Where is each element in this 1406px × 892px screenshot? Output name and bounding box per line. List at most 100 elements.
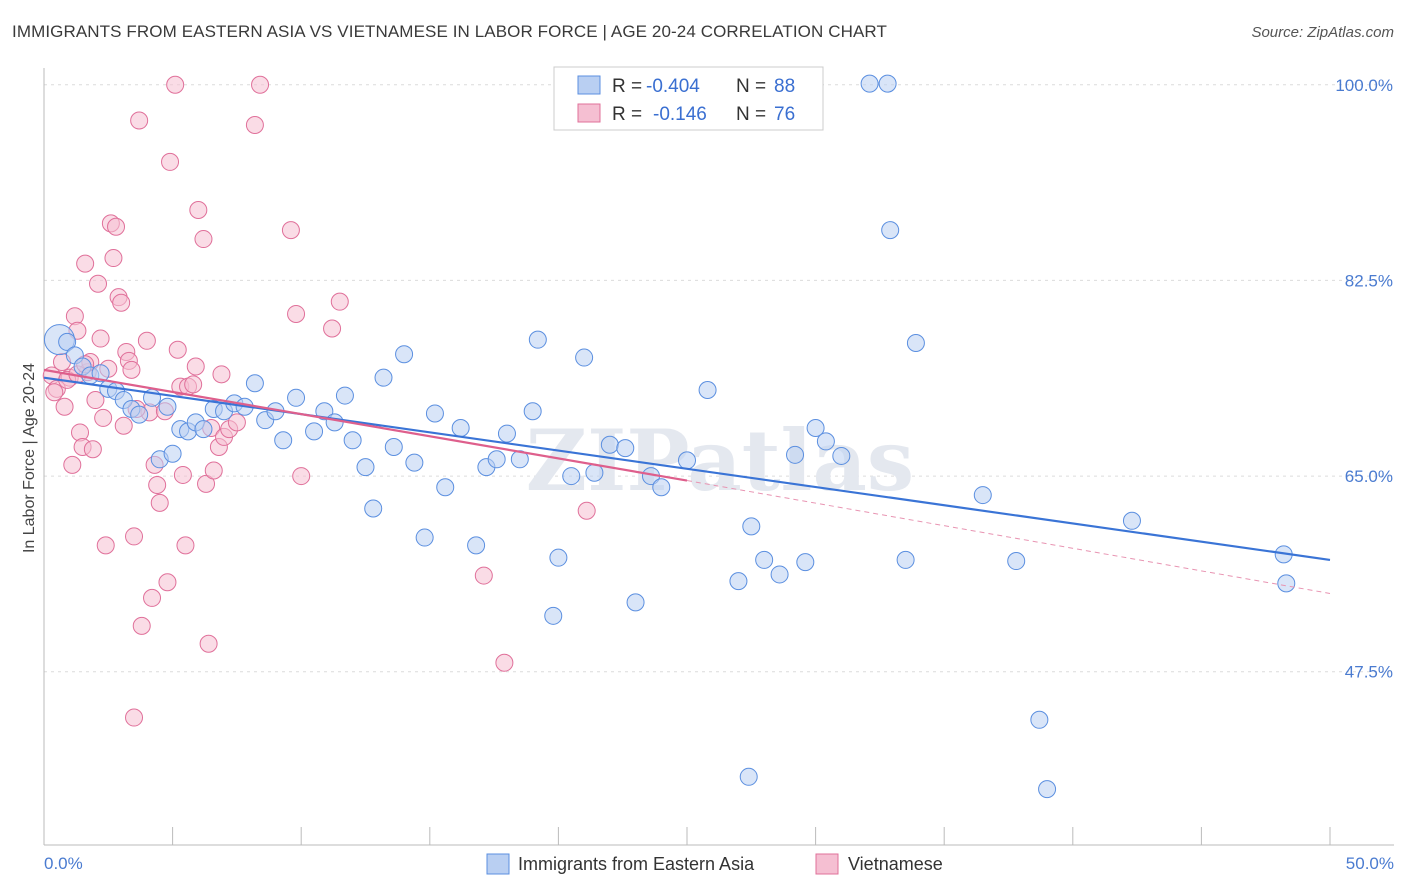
eastern-asia-trend-line [43, 376, 1331, 562]
eastern-asia-point [562, 467, 581, 486]
vietnamese-point [137, 331, 156, 350]
y-tick-labels: 100.0% 82.5% 65.0% 47.5% [1335, 76, 1393, 682]
vietnamese-point [495, 653, 514, 672]
vietnamese-point [45, 383, 64, 402]
eastern-asia-point [287, 388, 306, 407]
eastern-asia-point [451, 418, 470, 437]
eastern-asia-point [315, 402, 334, 421]
trend-lines [43, 368, 1331, 594]
eastern-asia-point [245, 374, 264, 393]
vietnamese-point [86, 391, 105, 410]
vietnamese-point [130, 111, 149, 130]
eastern-asia-point [906, 334, 925, 353]
series-legend: Immigrants from Eastern Asia Vietnamese [486, 853, 943, 875]
eastern-asia-point [860, 74, 879, 93]
eastern-asia-point [415, 528, 434, 547]
eastern-asia-point [755, 550, 774, 569]
eastern-asia-point [325, 413, 344, 432]
vietnamese-point [292, 467, 311, 486]
eastern-asia-point [832, 446, 851, 465]
legend-pink-n-value: 76 [774, 104, 795, 125]
eastern-asia-point [1007, 552, 1026, 571]
eastern-asia-point [698, 380, 717, 399]
eastern-asia-point [343, 431, 362, 450]
vietnamese-point [83, 440, 102, 459]
vietnamese-point [112, 293, 131, 312]
eastern-asia-point [364, 499, 383, 518]
vietnamese-point [323, 319, 342, 338]
vietnamese-point [173, 465, 192, 484]
eastern-asia-point [194, 420, 213, 439]
series-legend-swatch-blue [486, 853, 510, 875]
legend-blue-n-label: N = [736, 76, 766, 97]
vietnamese-point [148, 476, 167, 495]
eastern-asia-point [158, 397, 177, 416]
vietnamese-points [42, 75, 596, 727]
vietnamese-point [76, 254, 95, 273]
eastern-asia-point [575, 348, 594, 367]
legend-pink-n-label: N = [736, 104, 766, 125]
eastern-asia-point [739, 767, 758, 786]
vietnamese-point [189, 200, 208, 219]
y-tick-label: 100.0% [1335, 76, 1393, 95]
eastern-asia-point [796, 553, 815, 572]
vietnamese-point [91, 329, 110, 348]
x-tick-marks [172, 827, 1331, 845]
vietnamese-point [89, 274, 108, 293]
eastern-asia-point [523, 402, 542, 421]
eastern-asia-point [374, 368, 393, 387]
eastern-asia-point [528, 330, 547, 349]
eastern-asia-point [356, 458, 375, 477]
vietnamese-point [577, 501, 596, 520]
eastern-asia-point [384, 437, 403, 456]
vietnamese-point [199, 634, 218, 653]
vietnamese-point [55, 397, 74, 416]
eastern-asia-point [1030, 710, 1049, 729]
eastern-asia-point [395, 345, 414, 364]
eastern-asia-point [600, 435, 619, 454]
eastern-asia-point [626, 593, 645, 612]
eastern-asia-point [816, 432, 835, 451]
eastern-asia-point [163, 444, 182, 463]
legend-blue-r-value: -0.404 [646, 76, 700, 97]
vietnamese-point [125, 527, 144, 546]
eastern-asia-point [878, 74, 897, 93]
eastern-asia-point [436, 478, 455, 497]
eastern-asia-point [130, 405, 149, 424]
eastern-asia-point [1277, 574, 1296, 593]
eastern-asia-point [616, 439, 635, 458]
source-label: Source: ZipAtlas.com [1251, 24, 1394, 41]
eastern-asia-point [305, 422, 324, 441]
vietnamese-point [125, 708, 144, 727]
vietnamese-point [194, 230, 213, 249]
vietnamese-point [245, 116, 264, 135]
eastern-asia-point [729, 572, 748, 591]
vietnamese-point [251, 75, 270, 94]
y-axis-label: In Labor Force | Age 20-24 [21, 363, 38, 553]
vietnamese-point [474, 566, 493, 585]
vietnamese-trend-extension [686, 480, 1331, 594]
vietnamese-point [287, 304, 306, 323]
legend-swatch-blue [577, 75, 601, 95]
series-legend-label-pink: Vietnamese [848, 854, 943, 874]
vietnamese-point [330, 292, 349, 311]
vietnamese-point [104, 249, 123, 268]
eastern-asia-point [544, 606, 563, 625]
eastern-asia-point [274, 431, 293, 450]
correlation-legend: R = -0.404 N = 88 R = -0.146 N = 76 [553, 66, 824, 131]
eastern-asia-point [652, 478, 671, 497]
watermark: ZIPatlas [526, 411, 914, 510]
eastern-asia-point [806, 418, 825, 437]
eastern-asia-point [549, 548, 568, 567]
vietnamese-point [150, 493, 169, 512]
x-tick-label-max: 50.0% [1346, 854, 1394, 873]
y-tick-label: 47.5% [1345, 663, 1393, 682]
vietnamese-point [94, 408, 113, 427]
vietnamese-point [176, 536, 195, 555]
y-tick-label: 82.5% [1345, 271, 1393, 290]
eastern-asia-point [786, 445, 805, 464]
vietnamese-trend-line [43, 368, 688, 482]
eastern-asia-point [497, 424, 516, 443]
chart-title: IMMIGRANTS FROM EASTERN ASIA VS VIETNAME… [12, 22, 887, 41]
